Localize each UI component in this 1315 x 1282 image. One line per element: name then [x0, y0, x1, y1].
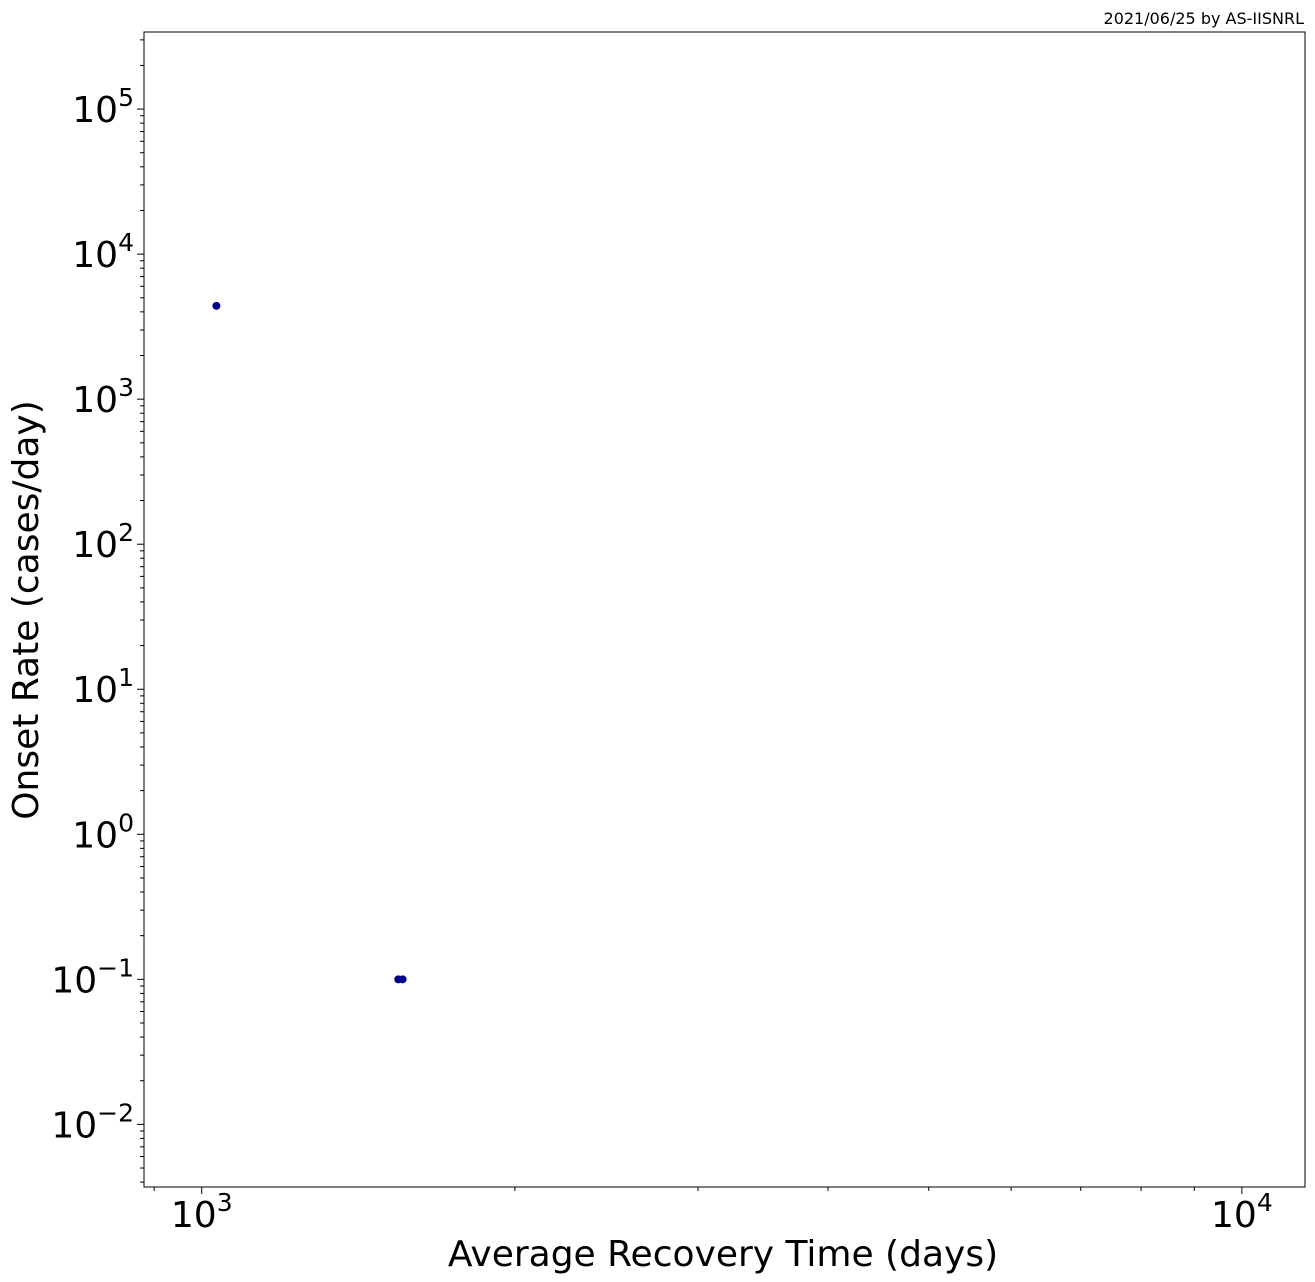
y-tick-label: 102	[72, 518, 134, 566]
x-axis-label: Average Recovery Time (days)	[448, 1234, 998, 1275]
y-tick-label: 105	[72, 83, 134, 131]
data-point	[212, 301, 221, 310]
x-tick-label: 104	[1211, 1188, 1273, 1236]
plot-frame	[143, 31, 1306, 1188]
y-tick-label: 10−1	[51, 953, 134, 1001]
y-axis-label: Onset Rate (cases/day)	[6, 400, 47, 820]
data-point	[398, 975, 407, 984]
y-tick-label: 10−2	[51, 1098, 134, 1146]
y-tick-label: 103	[72, 373, 134, 421]
minor-ticks	[140, 39, 1195, 1191]
major-ticks: 103 104 10−2 10−1 100 101 102 103 104 105	[51, 83, 1272, 1236]
y-tick-label: 100	[72, 808, 134, 856]
chart-credit: 2021/06/25 by AS-IISNRL	[1104, 9, 1305, 28]
y-tick-label: 104	[72, 228, 134, 276]
y-tick-label: 101	[72, 663, 134, 711]
x-tick-label: 103	[171, 1188, 233, 1236]
data-points	[212, 301, 407, 984]
